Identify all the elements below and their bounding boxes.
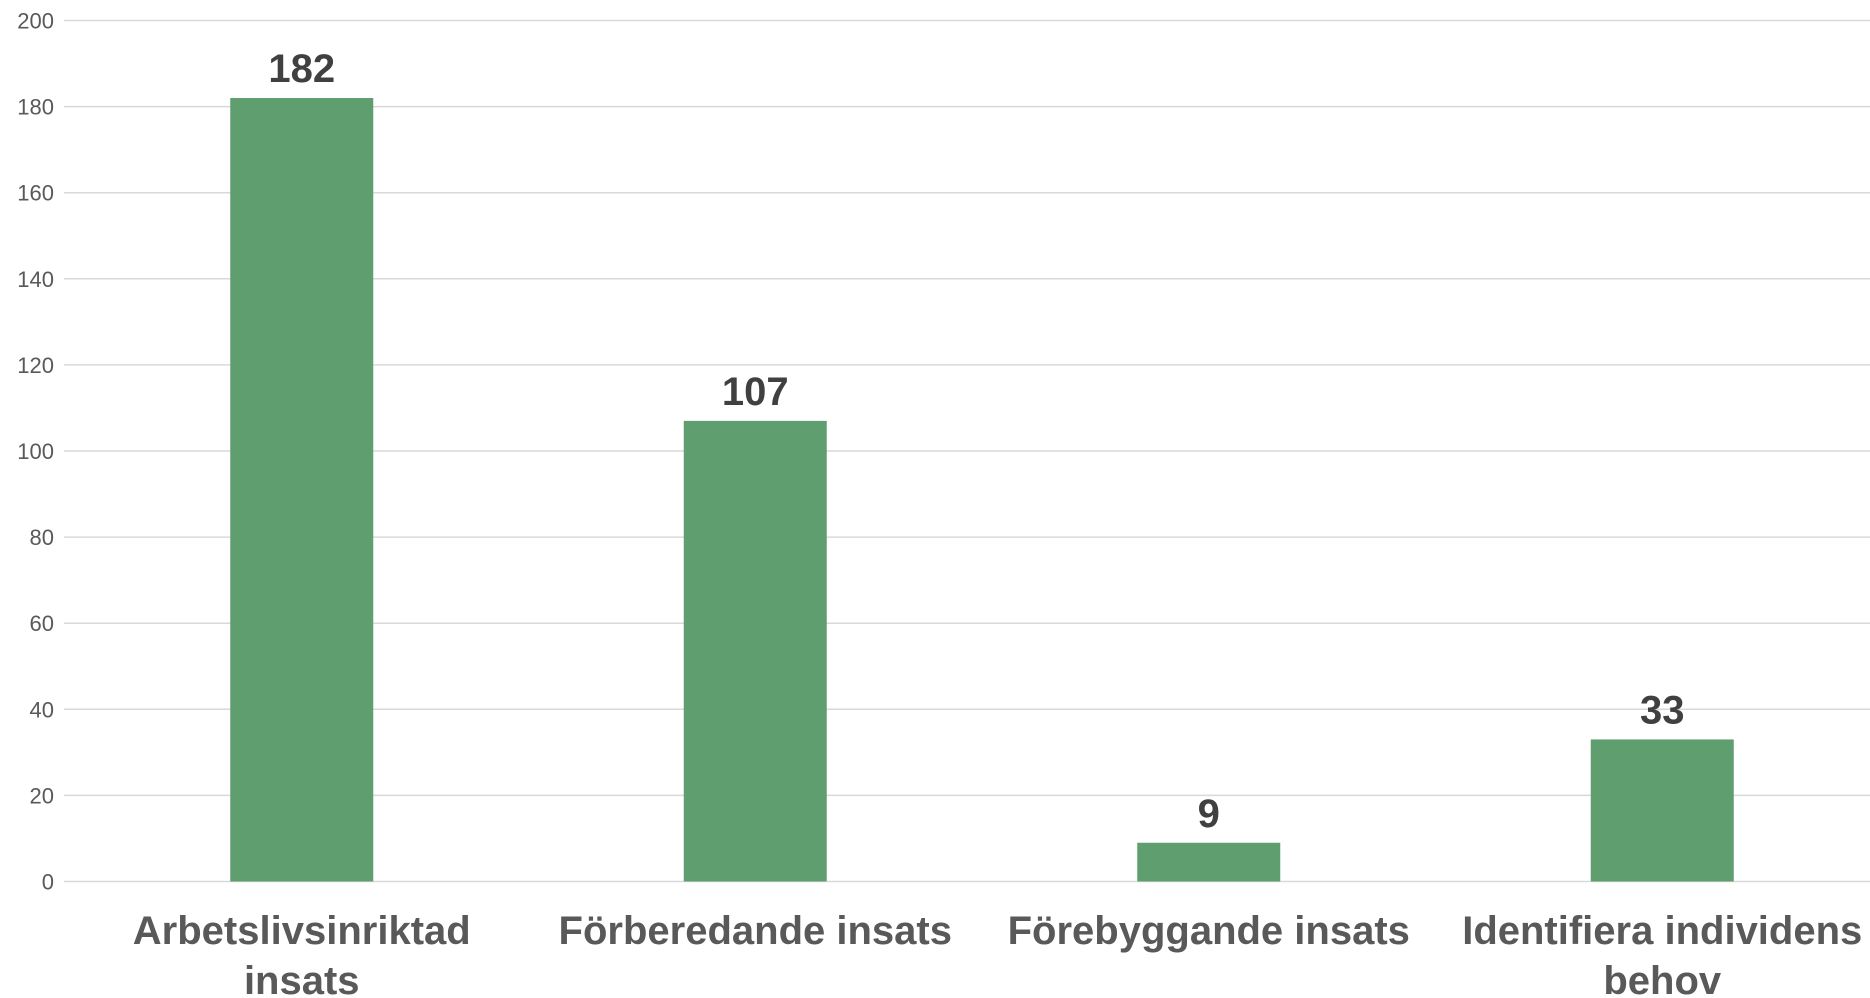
y-tick-label-120: 120: [17, 353, 54, 378]
y-tick-label-200: 200: [17, 9, 54, 34]
bar-4: [1590, 739, 1734, 882]
y-tick-label-20: 20: [30, 783, 54, 808]
bar-1: [230, 97, 374, 882]
category-label-1-line-1: Arbetslivsinriktad: [133, 909, 471, 953]
data-label-1: 182: [268, 47, 335, 91]
category-label-2-line-1: Förberedande insats: [559, 909, 952, 953]
bar-2: [683, 420, 827, 882]
data-label-2: 107: [722, 370, 789, 414]
bar-3: [1137, 842, 1281, 882]
category-label-1-line-2: insats: [244, 959, 360, 998]
y-tick-label-40: 40: [30, 697, 54, 722]
data-label-3: 9: [1198, 792, 1220, 836]
category-label-4-line-1: Identifiera individens: [1462, 909, 1862, 953]
y-tick-label-100: 100: [17, 439, 54, 464]
category-label-4-line-2: behov: [1603, 959, 1722, 998]
category-label-3-line-1: Förebyggande insats: [1008, 909, 1410, 953]
data-label-4: 33: [1640, 688, 1685, 732]
y-tick-label-140: 140: [17, 267, 54, 292]
y-tick-label-180: 180: [17, 95, 54, 120]
bars: [230, 97, 1734, 882]
data-labels: 182 107 9 33: [268, 47, 1684, 836]
y-tick-label-0: 0: [42, 870, 54, 895]
y-tick-label-80: 80: [30, 525, 54, 550]
y-axis-tick-labels: 0 20 40 60 80 100 120 140 160 180 200: [17, 9, 54, 895]
category-labels: Arbetslivsinriktad insats Förberedande ins…: [133, 909, 1862, 998]
y-tick-label-60: 60: [30, 611, 54, 636]
y-tick-label-160: 160: [17, 181, 54, 206]
